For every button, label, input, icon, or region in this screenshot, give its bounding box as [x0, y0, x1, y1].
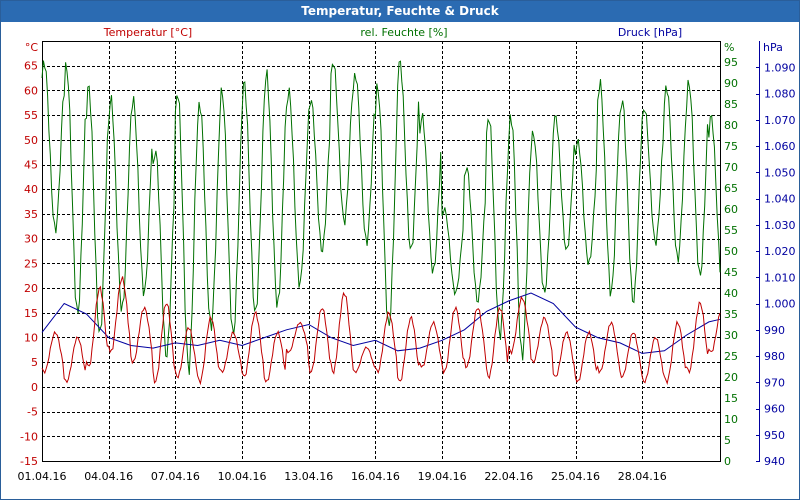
pressure-tick-label: 1.010: [764, 271, 796, 284]
humidity-unit: %: [724, 41, 734, 54]
pressure-tick-label: 1.080: [764, 88, 796, 101]
x-tick-label: 22.04.16: [484, 470, 533, 483]
humidity-axis: 0 5 10 15 20 25 30 35 40 45 50 55 60 65 70 75 80 85 90 95: [724, 56, 738, 468]
temperature-axis-label: Temperatur [°C]: [103, 26, 192, 39]
x-tick-label: 07.04.16: [151, 470, 200, 483]
x-tick-label: 13.04.16: [284, 470, 333, 483]
grid: [42, 41, 720, 461]
pressure-tick-label: 1.000: [764, 298, 796, 311]
temperature-tick-label: 40: [24, 183, 38, 196]
window-title: Temperatur, Feuchte & Druck: [1, 1, 799, 22]
pressure-tick-label: 1.090: [764, 61, 796, 74]
pressure-tick-label: 1.040: [764, 193, 796, 206]
humidity-tick-label: 65: [724, 182, 738, 195]
temperature-tick-label: -10: [20, 430, 38, 443]
plot-area-frame: [42, 41, 721, 462]
temperature-tick-label: 35: [24, 208, 38, 221]
humidity-tick-label: 45: [724, 266, 738, 279]
temperature-tick-label: 30: [24, 233, 38, 246]
humidity-tick-label: 80: [724, 119, 738, 132]
humidity-tick-label: 10: [724, 413, 738, 426]
humidity-tick-label: 5: [724, 434, 731, 447]
humidity-tick-label: 60: [724, 203, 738, 216]
humidity-tick-label: 35: [724, 308, 738, 321]
pressure-tick-label: 980: [764, 350, 785, 363]
temperature-tick-label: 15: [24, 307, 38, 320]
temperature-tick-label: 25: [24, 257, 38, 270]
x-tick-label: 01.04.16: [18, 470, 67, 483]
humidity-tick-label: 15: [724, 392, 738, 405]
x-tick-label: 16.04.16: [351, 470, 400, 483]
series-lines: [41, 60, 721, 386]
temperature-tick-label: 20: [24, 282, 38, 295]
plot-border: [42, 41, 721, 462]
temperature-tick-label: 5: [31, 356, 38, 369]
humidity-series-line: [41, 60, 721, 375]
temperature-tick-label: -15: [20, 455, 38, 468]
humidity-tick-label: 95: [724, 56, 738, 69]
temperature-tick-label: 60: [24, 84, 38, 97]
pressure-tick-label: 940: [764, 455, 785, 468]
pressure-tick-label: 960: [764, 403, 785, 416]
humidity-tick-label: 20: [724, 371, 738, 384]
temperature-series-line: [41, 276, 721, 386]
temperature-tick-label: 0: [31, 381, 38, 394]
pressure-tick-label: 970: [764, 376, 785, 389]
pressure-tick-label: 950: [764, 429, 785, 442]
humidity-tick-label: 85: [724, 98, 738, 111]
temperature-tick-label: 10: [24, 331, 38, 344]
pressure-tick-label: 990: [764, 324, 785, 337]
humidity-tick-label: 50: [724, 245, 738, 258]
temperature-unit: °C: [25, 41, 39, 54]
humidity-axis-label: rel. Feuchte [%]: [360, 26, 447, 39]
temperature-tick-label: 45: [24, 159, 38, 172]
humidity-tick-label: 30: [724, 329, 738, 342]
pressure-tick-label: 1.030: [764, 219, 796, 232]
pressure-unit: hPa: [763, 41, 783, 54]
x-tick-label: 19.04.16: [418, 470, 467, 483]
humidity-tick-label: 55: [724, 224, 738, 237]
humidity-tick-label: 0: [724, 455, 731, 468]
x-axis: 01.04.16 04.04.16 07.04.16 10.04.16 13.04.16…: [18, 470, 667, 483]
temperature-tick-label: -5: [27, 406, 38, 419]
x-tick-label: 28.04.16: [618, 470, 667, 483]
x-tick-label: 04.04.16: [84, 470, 133, 483]
humidity-tick-label: 90: [724, 77, 738, 90]
temperature-tick-label: 50: [24, 134, 38, 147]
pressure-series-line: [41, 292, 721, 354]
pressure-tick-label: 1.060: [764, 140, 796, 153]
pressure-tick-label: 1.070: [764, 114, 796, 127]
pressure-tick-label: 1.050: [764, 166, 796, 179]
x-tick-label: 25.04.16: [551, 470, 600, 483]
humidity-tick-label: 40: [724, 287, 738, 300]
pressure-axis: 940 950 960 970 980 990 1.000 1.010 1.020 1.030 1.…: [756, 41, 796, 468]
humidity-tick-label: 75: [724, 140, 738, 153]
temperature-tick-label: 65: [24, 60, 38, 73]
pressure-tick-label: 1.020: [764, 245, 796, 258]
temperature-tick-label: 55: [24, 109, 38, 122]
humidity-tick-label: 25: [724, 350, 738, 363]
humidity-tick-label: 70: [724, 161, 738, 174]
pressure-axis-label: Druck [hPa]: [618, 26, 682, 39]
temperature-axis: -15 -10 -5 0 5 10 15 20 25 30 35 40 45 50 55 60 65: [20, 60, 38, 468]
x-tick-label: 10.04.16: [218, 470, 267, 483]
